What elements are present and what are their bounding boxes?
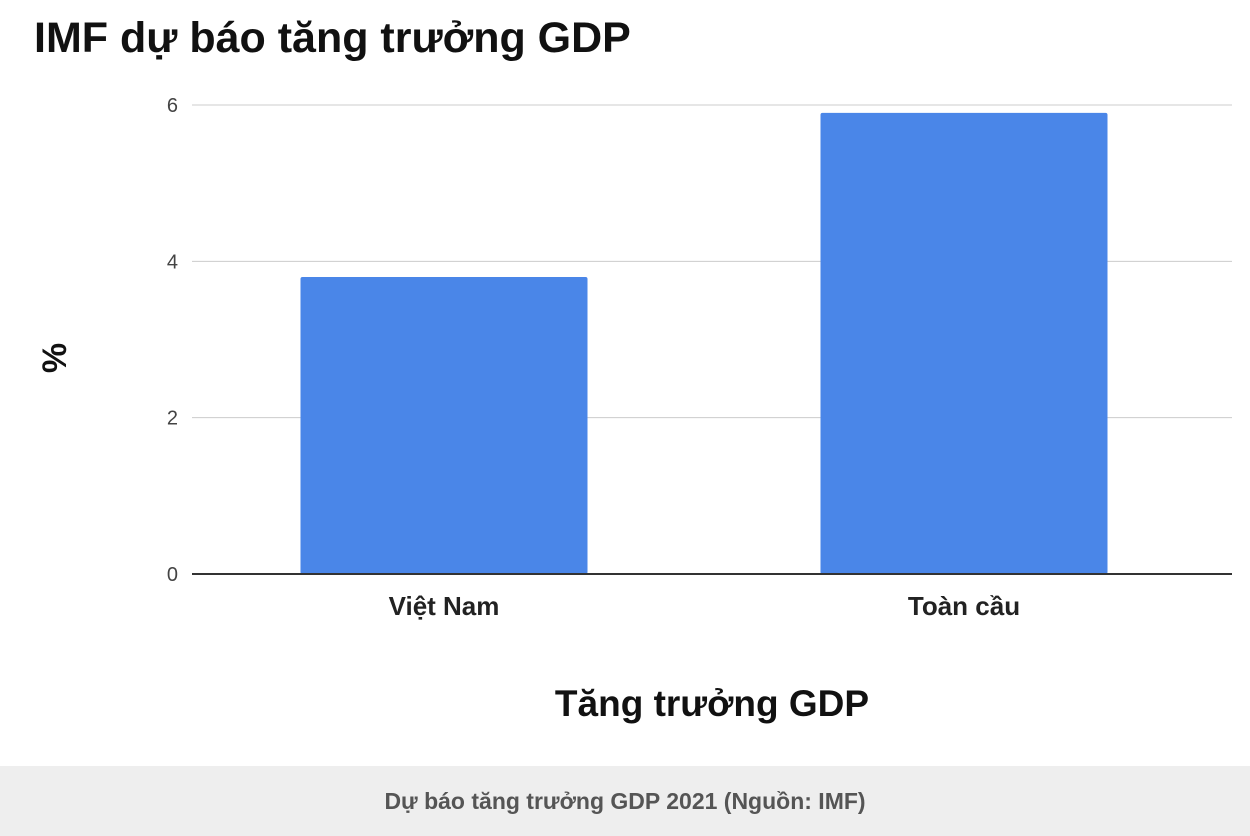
caption-bar: Dự báo tăng trưởng GDP 2021 (Nguồn: IMF) xyxy=(0,766,1250,836)
x-tick-label: Việt Nam xyxy=(389,591,500,621)
x-tick-label: Toàn cầu xyxy=(908,591,1020,621)
chart-container: IMF dự báo tăng trưởng GDP 0 2 4 6 Việt Nam T… xyxy=(34,14,1232,724)
chart-title: IMF dự báo tăng trưởng GDP xyxy=(34,14,631,62)
y-tick-label: 0 xyxy=(167,564,178,586)
bar-chart: 0 2 4 6 Việt Nam Toàn cầu Tăng trưởng GDP% xyxy=(36,95,1232,724)
x-axis-title: Tăng trưởng GDP xyxy=(555,683,869,724)
bar xyxy=(300,276,588,574)
bar xyxy=(820,112,1108,575)
image-caption: Dự báo tăng trưởng GDP 2021 (Nguồn: IMF) xyxy=(384,787,866,814)
y-tick-label: 4 xyxy=(167,251,178,273)
y-axis-title: % xyxy=(36,343,74,373)
y-tick-label: 2 xyxy=(167,408,178,430)
y-tick-label: 6 xyxy=(167,95,178,117)
